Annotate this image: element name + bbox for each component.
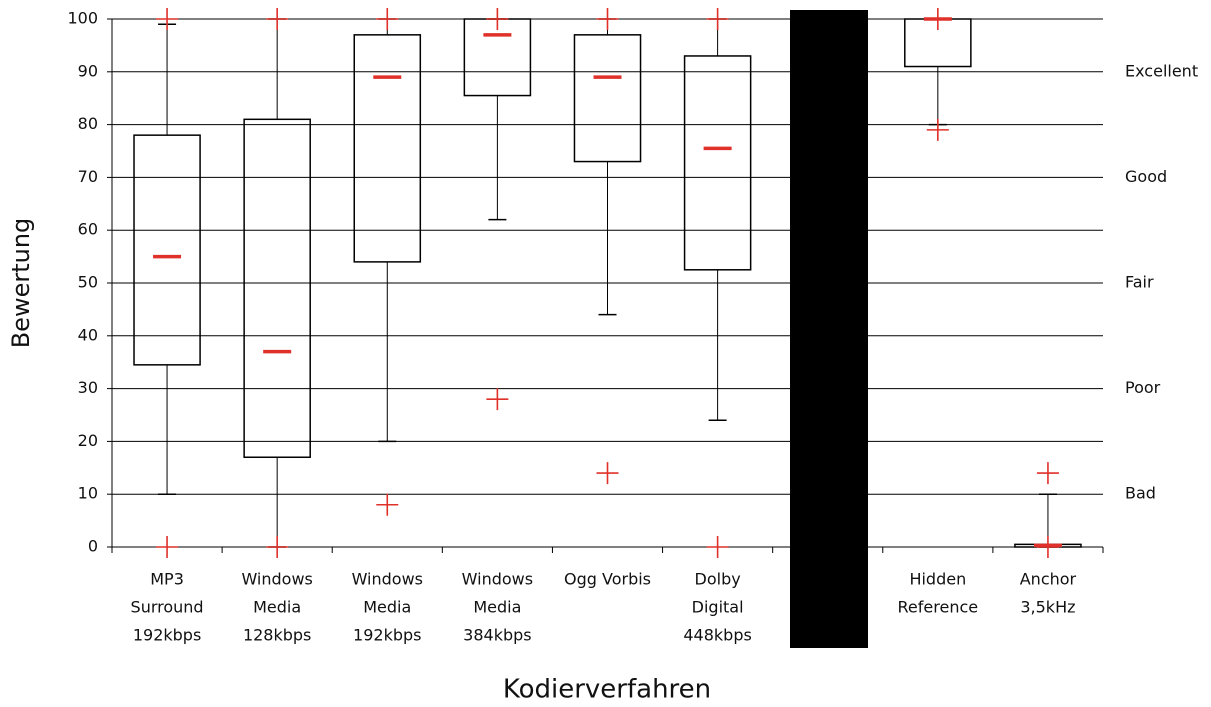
outlier — [156, 8, 179, 30]
x-tick-label: 384kbps — [463, 626, 531, 645]
x-tick-label: Dolby — [695, 570, 741, 589]
y2-tick-label: Good — [1125, 167, 1167, 186]
x-tick-label: MP3 — [150, 570, 184, 589]
y-tick-label: 40 — [78, 325, 98, 344]
outlier — [1036, 462, 1059, 485]
outlier — [376, 493, 399, 516]
box — [353, 34, 422, 263]
x-tick-label: Media — [473, 598, 521, 617]
x-axis-title: Kodierverfahren — [503, 675, 711, 705]
y-tick-label: 30 — [78, 378, 98, 397]
y2-tick-label: Poor — [1125, 378, 1161, 397]
y2-tick-label: Bad — [1125, 484, 1156, 503]
x-tick-label: Media — [363, 598, 411, 617]
y-axis-title: Bewertung — [7, 218, 35, 349]
y-tick-label: 10 — [78, 484, 98, 503]
x-tick-label: Digital — [692, 598, 744, 617]
outlier — [266, 536, 289, 558]
x-tick-label: Ogg Vorbis — [564, 570, 651, 589]
plot-area: 0 10 20 30 40 50 60 70 80 90 100 Excellent Good Fair P… — [67, 8, 1198, 558]
box — [573, 34, 642, 163]
x-tick-label: Windows — [241, 570, 312, 589]
x-tick-label: 448kbps — [683, 626, 751, 645]
outlier — [156, 536, 179, 558]
box — [683, 55, 752, 271]
outlier — [1036, 536, 1059, 558]
outlier — [706, 536, 729, 558]
y-tick-label: 0 — [88, 537, 98, 556]
outlier — [266, 8, 289, 30]
outlier — [376, 8, 399, 30]
outlier — [486, 388, 509, 411]
y-tick-label: 60 — [78, 220, 98, 239]
outlier — [926, 118, 949, 141]
y-tick-label: 20 — [78, 431, 98, 450]
x-tick-label: Windows — [462, 570, 533, 589]
box — [133, 134, 201, 366]
outlier — [706, 8, 729, 30]
y-tick-label: 50 — [78, 273, 98, 292]
x-tick-label: 192kbps — [133, 626, 201, 645]
y2-tick-label: Excellent — [1125, 61, 1198, 80]
y-tick-label: 70 — [78, 167, 98, 186]
box — [243, 118, 311, 458]
y-tick-label: 100 — [67, 9, 98, 28]
y-tick-label: 80 — [78, 114, 98, 133]
redaction — [790, 10, 868, 648]
x-tick-label: Anchor — [1020, 570, 1077, 589]
y2-tick-label: Fair — [1125, 273, 1154, 292]
outlier — [596, 462, 619, 485]
y-tick-label: 90 — [78, 61, 98, 80]
box — [463, 18, 532, 97]
x-tick-label: Windows — [352, 570, 423, 589]
x-tick-label: 192kbps — [353, 626, 421, 645]
x-tick-label: Reference — [898, 598, 979, 617]
x-tick-label: Media — [253, 598, 301, 617]
x-tick-label: 3,5kHz — [1020, 598, 1075, 617]
x-tick-label: Hidden — [909, 570, 966, 589]
x-tick-label: 128kbps — [243, 626, 311, 645]
outlier — [596, 8, 619, 30]
outlier — [926, 8, 949, 30]
outlier — [486, 8, 509, 30]
x-tick-label: Surround — [131, 598, 204, 617]
